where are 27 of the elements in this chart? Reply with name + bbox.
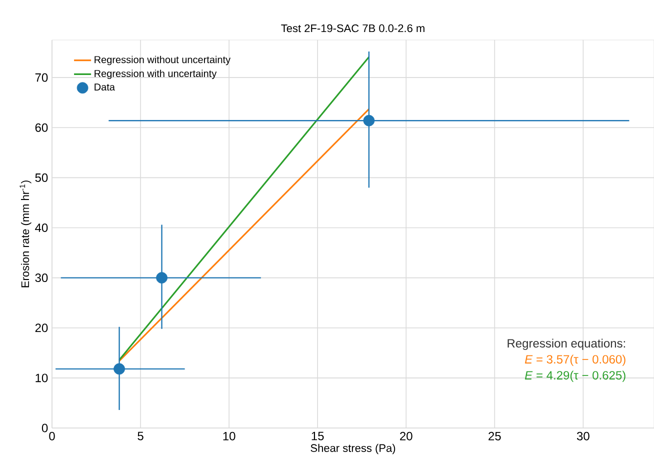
y-tick-label: 70	[35, 73, 48, 82]
x-tick-label: 15	[312, 432, 324, 440]
y-tick-label: 0	[42, 424, 48, 432]
legend-label: Data	[94, 84, 115, 91]
y-tick-label: 30	[35, 274, 48, 282]
point	[114, 363, 125, 375]
x-tick-label: 0	[49, 432, 55, 440]
x-tick-label: 30	[576, 432, 590, 440]
y-tick-label: 50	[35, 173, 48, 182]
annotation: E = 4.29(τ − 0.625)	[524, 370, 626, 382]
chart-title: Test 2F-19-SAC 7B 0.0-2.6 m	[281, 24, 424, 32]
legend-label: Regression with uncertainty	[94, 70, 217, 80]
x-tick-label: 25	[488, 432, 501, 440]
y-tick-label: 60	[35, 123, 48, 132]
y-axis-title: Erosion rate (mm hr$^{-1}$)	[20, 180, 32, 288]
y-tick-label: 10	[36, 374, 48, 382]
annotation: E = 3.57(τ − 0.060)	[524, 354, 626, 366]
point	[156, 272, 168, 284]
y-tick-label: 40	[35, 223, 48, 232]
legend-label: Regression without uncertainty	[94, 56, 231, 66]
point	[363, 114, 375, 126]
x-tick-label: 5	[138, 432, 144, 440]
annotation: Regression equations:	[508, 338, 626, 350]
y-tick-label: 20	[35, 324, 48, 332]
x-axis-title: Shear stress (Pa)	[310, 444, 396, 454]
x-tick-label: 10	[223, 432, 236, 440]
x-tick-label: 20	[400, 432, 412, 440]
